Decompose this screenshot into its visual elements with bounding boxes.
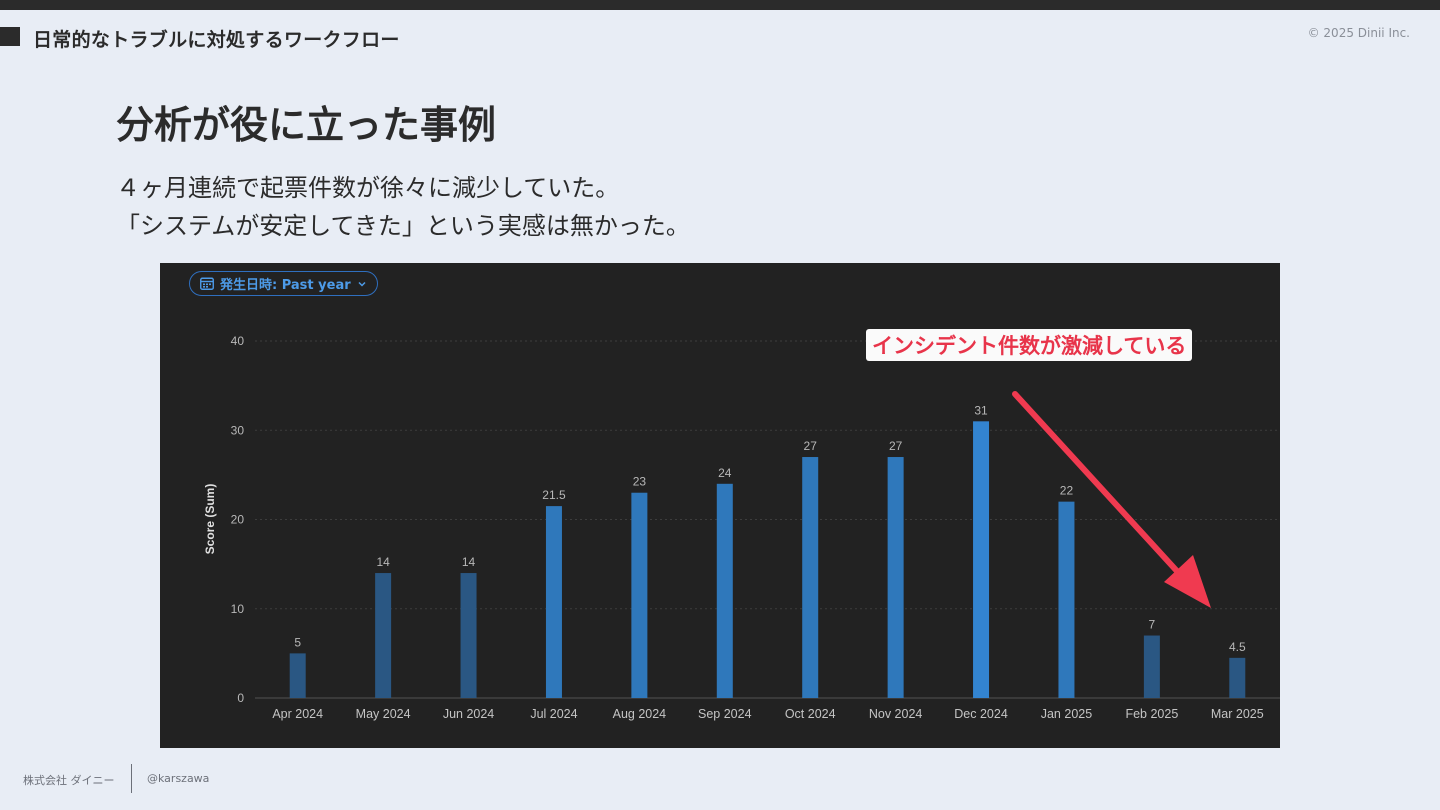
annotation-callout: インシデント件数が激減している [866,329,1193,361]
bar-value-label: 31 [974,403,988,417]
bar-value-label: 14 [376,555,390,569]
slide-title: 分析が役に立った事例 [116,103,497,147]
copyright: © 2025 Dinii Inc. [1307,26,1410,40]
bar[interactable] [802,457,819,698]
bar[interactable] [973,421,990,698]
x-tick-label: Apr 2024 [272,707,323,721]
footer-divider [131,764,132,793]
bar-value-label: 27 [804,439,818,453]
y-tick-label: 10 [231,602,245,616]
x-tick-label: Nov 2024 [869,707,923,721]
x-tick-label: Mar 2025 [1211,707,1264,721]
body-line-2: 「システムが安定してきた」という実感は無かった。 [116,212,690,240]
x-tick-label: Jun 2024 [443,707,494,721]
bar-value-label: 5 [294,635,301,649]
footer-company: 株式会社 ダイニー [23,774,115,787]
annotation-arrow [1012,391,1211,608]
y-tick-label: 40 [231,334,245,348]
x-tick-label: Aug 2024 [613,707,667,721]
bar-value-label: 23 [633,475,647,489]
bar-chart: 0 10 20 30 40 5 Apr 2024 14 May 2024 14 Jun 2024 2… [203,334,1280,721]
top-rule [0,0,1440,10]
calendar-icon [200,277,214,290]
bar-value-label: 22 [1060,484,1074,498]
y-axis-title: Score (Sum) [203,484,217,555]
chart-panel: 発生日時: Past year 0 10 20 30 40 5 Apr 2024 14 May… [160,263,1280,748]
bar[interactable] [289,653,306,698]
y-tick-label: 20 [231,513,245,527]
x-tick-label: Jul 2024 [530,707,577,721]
x-tick-label: Oct 2024 [785,707,836,721]
bar[interactable] [1058,501,1075,698]
bar-value-label: 4.5 [1229,640,1246,654]
bar[interactable] [1143,635,1160,698]
date-filter-button[interactable]: 発生日時: Past year [189,271,378,296]
bar-value-label: 24 [718,466,732,480]
bar[interactable] [1229,657,1246,698]
bar[interactable] [545,506,562,698]
x-tick-label: Feb 2025 [1125,707,1178,721]
date-filter-label: 発生日時: Past year [220,278,351,293]
y-tick-label: 30 [231,423,245,437]
bar-value-label: 21.5 [542,488,566,502]
footer-handle: @karszawa [147,772,210,785]
bar[interactable] [631,492,648,698]
bar[interactable] [375,573,392,698]
bar-value-label: 14 [462,555,476,569]
x-tick-label: May 2024 [356,707,411,721]
x-tick-label: Dec 2024 [954,707,1008,721]
y-tick-label: 0 [237,691,244,705]
bar-value-label: 7 [1149,618,1156,632]
x-tick-label: Jan 2025 [1041,707,1092,721]
section-title: 日常的なトラブルに対処するワークフロー [33,29,400,51]
bar[interactable] [460,573,477,698]
bar-value-label: 27 [889,439,903,453]
bar[interactable] [716,483,733,698]
x-tick-label: Sep 2024 [698,707,752,721]
bar[interactable] [887,457,904,698]
body-line-1: ４ヶ月連続で起票件数が徐々に減少していた。 [116,174,620,202]
section-marker [0,27,20,46]
chevron-down-icon [358,281,366,287]
